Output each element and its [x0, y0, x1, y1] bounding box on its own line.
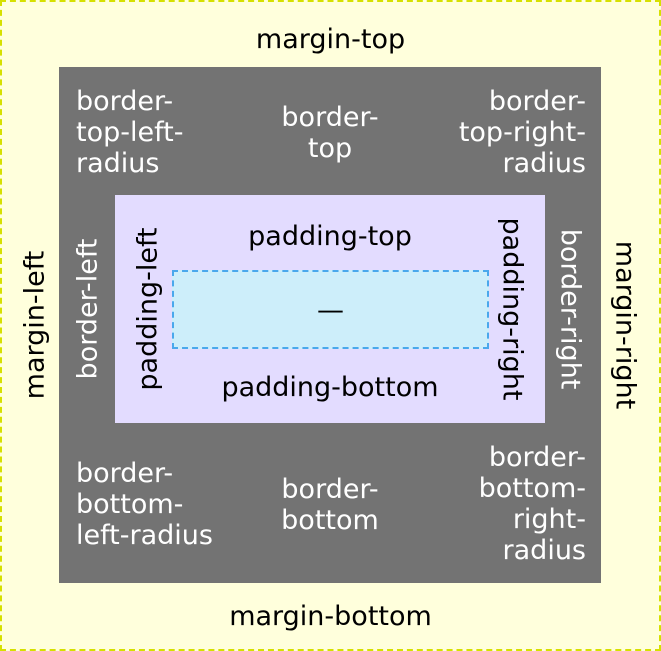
border-top-right-radius-label: border- top-right- radius	[458, 86, 586, 179]
border-left-label: border-left	[72, 238, 104, 380]
content-area	[172, 270, 489, 349]
padding-left-label: padding-left	[132, 227, 164, 391]
margin-bottom-label: margin-bottom	[229, 601, 432, 632]
padding-right-label: padding-right	[496, 217, 528, 401]
margin-left-label: margin-left	[19, 250, 51, 400]
border-bottom-label: border- bottom	[281, 474, 379, 536]
padding-top-label: padding-top	[248, 221, 412, 252]
padding-bottom-label: padding-bottom	[221, 372, 439, 403]
margin-top-label: margin-top	[255, 24, 406, 55]
content-label: —	[317, 295, 344, 326]
border-right-label: border-right	[554, 228, 586, 390]
margin-right-label: margin-right	[609, 240, 641, 410]
border-top-label: border- top	[281, 102, 379, 164]
border-top-left-radius-label: border- top-left- radius	[76, 86, 184, 179]
border-bottom-left-radius-label: border- bottom- left-radius	[76, 458, 213, 551]
border-bottom-right-radius-label: border- bottom- right- radius	[478, 442, 586, 566]
